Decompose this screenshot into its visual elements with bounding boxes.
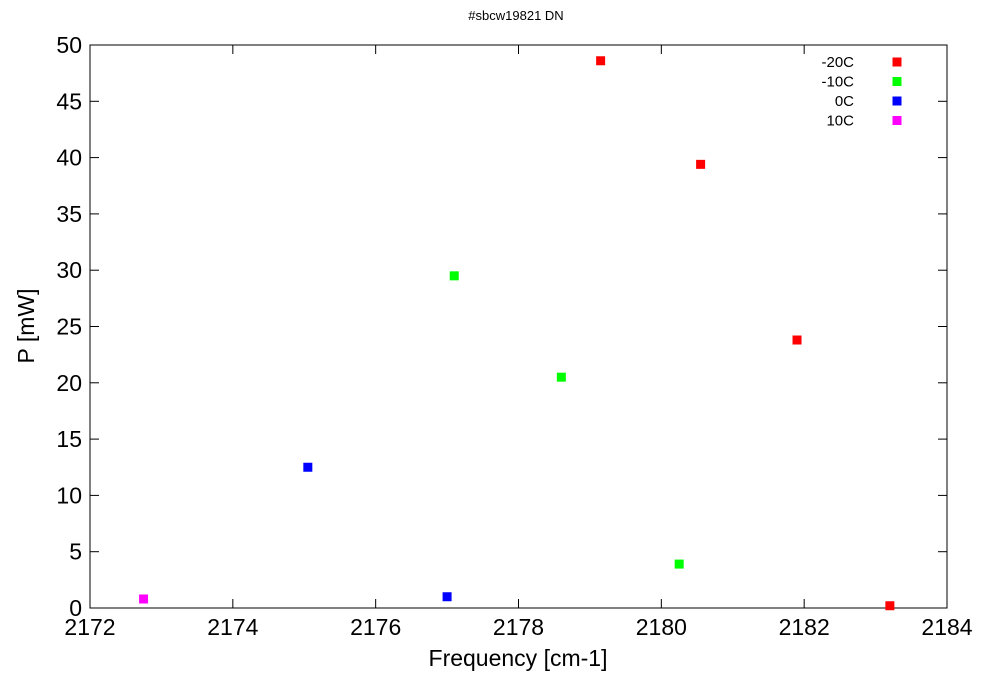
y-tick-label: 5: [69, 539, 82, 565]
legend: -20C -10C 0C 10C: [821, 54, 901, 130]
y-tick-label: 25: [56, 314, 82, 340]
y-tick-label: 30: [56, 257, 82, 283]
x-tick-label: 2176: [350, 614, 401, 640]
data-point: [675, 560, 684, 569]
x-tick-label: 2174: [207, 614, 258, 640]
y-tick-label: 0: [69, 595, 82, 621]
legend-marker: [893, 97, 902, 106]
legend-label: 10C: [826, 113, 854, 130]
data-point: [596, 56, 605, 65]
legend-marker: [893, 116, 902, 125]
data-point: [450, 271, 459, 280]
legend-label: -10C: [821, 74, 854, 91]
y-tick-label: 35: [56, 201, 82, 227]
data-points: [139, 56, 894, 610]
legend-label: 0C: [835, 93, 854, 110]
y-axis-label: P [mW]: [13, 289, 39, 364]
y-tick-label: 15: [56, 426, 82, 452]
legend-marker: [893, 58, 902, 67]
data-point: [793, 336, 802, 345]
x-tick-label: 2180: [636, 614, 687, 640]
data-point: [885, 601, 894, 610]
y-tick-label: 10: [56, 482, 82, 508]
data-point: [696, 160, 705, 169]
x-tick-label: 2178: [493, 614, 544, 640]
x-axis-label: Frequency [cm-1]: [429, 645, 608, 671]
plot-frame: [90, 45, 947, 608]
chart-title: #sbcw19821 DN: [468, 8, 563, 23]
data-point: [557, 373, 566, 382]
legend-label: -20C: [821, 54, 854, 71]
data-point: [303, 463, 312, 472]
data-point: [443, 592, 452, 601]
x-tick-label: 2184: [921, 614, 972, 640]
y-tick-label: 50: [56, 32, 82, 58]
y-tick-label: 20: [56, 370, 82, 396]
y-tick-label: 40: [56, 145, 82, 171]
y-tick-label: 45: [56, 88, 82, 114]
x-tick-label: 2182: [779, 614, 830, 640]
legend-marker: [893, 77, 902, 86]
data-point: [139, 594, 148, 603]
